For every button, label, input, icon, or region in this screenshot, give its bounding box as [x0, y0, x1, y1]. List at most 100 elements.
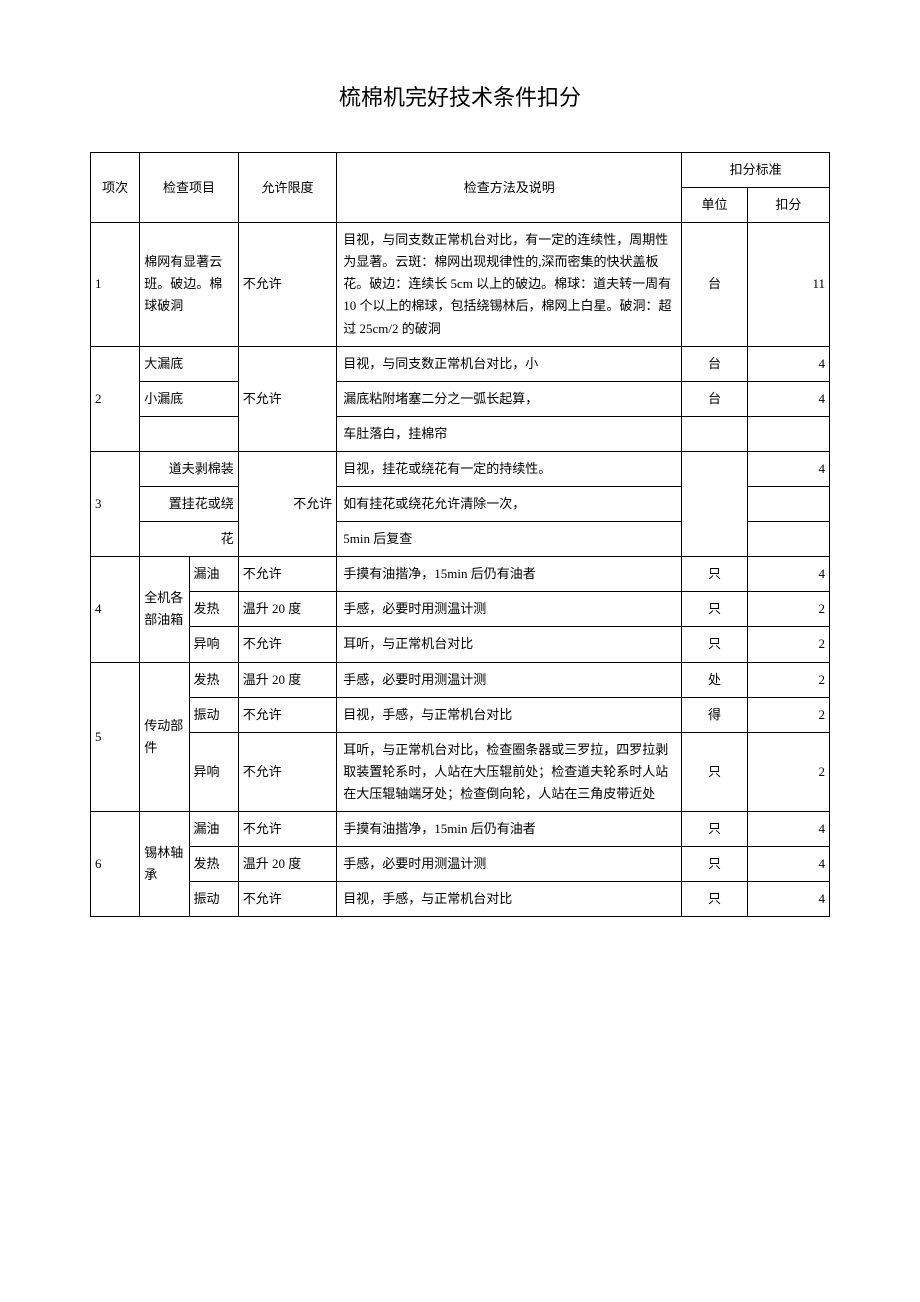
cell-limit: 温升 20 度 [238, 847, 337, 882]
cell-limit: 不允许 [238, 346, 337, 451]
cell-desc: 手摸有油揩净，15min 后仍有油者 [337, 557, 682, 592]
page-title: 梳棉机完好技术条件扣分 [90, 80, 830, 112]
cell-sub: 发热 [189, 847, 238, 882]
cell-score: 2 [747, 592, 829, 627]
cell-item [140, 416, 239, 451]
cell-unit: 台 [682, 381, 748, 416]
cell-score: 4 [747, 381, 829, 416]
cell-item: 道夫剥棉装 [140, 451, 239, 486]
table-row: 振动 不允许 目视，手感，与正常机台对比 只 4 [91, 882, 830, 917]
header-score-group: 扣分标准 [682, 153, 830, 188]
cell-unit: 只 [682, 811, 748, 846]
cell-desc: 耳听，与正常机台对比，检查圈条器或三罗拉，四罗拉剥取装置轮系时，人站在大压辊前处… [337, 732, 682, 811]
cell-unit: 只 [682, 732, 748, 811]
cell-score [747, 487, 829, 522]
cell-sub: 发热 [189, 592, 238, 627]
cell-idx: 6 [91, 811, 140, 916]
cell-unit: 只 [682, 592, 748, 627]
cell-sub: 异响 [189, 732, 238, 811]
cell-sub: 振动 [189, 697, 238, 732]
table-row: 发热 温升 20 度 手感，必要时用测温计测 只 4 [91, 847, 830, 882]
table-row: 2 大漏底 不允许 目视，与同支数正常机台对比，小 台 4 [91, 346, 830, 381]
table-row: 5 传动部件 发热 温升 20 度 手感，必要时用测温计测 处 2 [91, 662, 830, 697]
table-row: 振动 不允许 目视，手感，与正常机台对比 得 2 [91, 697, 830, 732]
table-row: 4 全机各部油箱 漏油 不允许 手摸有油揩净，15min 后仍有油者 只 4 [91, 557, 830, 592]
cell-item: 小漏底 [140, 381, 239, 416]
cell-desc: 车肚落白，挂棉帘 [337, 416, 682, 451]
cell-group: 传动部件 [140, 662, 189, 811]
cell-idx: 1 [91, 223, 140, 346]
cell-desc: 手感，必要时用测温计测 [337, 662, 682, 697]
cell-score: 4 [747, 882, 829, 917]
cell-unit [682, 416, 748, 451]
cell-item: 大漏底 [140, 346, 239, 381]
cell-desc: 手感，必要时用测温计测 [337, 592, 682, 627]
cell-sub: 振动 [189, 882, 238, 917]
cell-score: 2 [747, 732, 829, 811]
cell-unit: 只 [682, 557, 748, 592]
cell-unit: 得 [682, 697, 748, 732]
cell-limit: 温升 20 度 [238, 592, 337, 627]
cell-idx: 3 [91, 451, 140, 556]
cell-limit: 不允许 [238, 697, 337, 732]
table-row: 发热 温升 20 度 手感，必要时用测温计测 只 2 [91, 592, 830, 627]
cell-desc: 5min 后复查 [337, 522, 682, 557]
cell-sub: 漏油 [189, 557, 238, 592]
table-row: 车肚落白，挂棉帘 [91, 416, 830, 451]
cell-score [747, 416, 829, 451]
cell-desc: 漏底粘附堵塞二分之一弧长起算， [337, 381, 682, 416]
cell-sub: 漏油 [189, 811, 238, 846]
cell-group: 全机各部油箱 [140, 557, 189, 662]
cell-score: 2 [747, 697, 829, 732]
cell-limit: 不允许 [238, 557, 337, 592]
cell-sub: 发热 [189, 662, 238, 697]
cell-score: 4 [747, 346, 829, 381]
cell-limit: 不允许 [238, 882, 337, 917]
table-header-row: 项次 检查项目 允许限度 检查方法及说明 扣分标准 [91, 153, 830, 188]
cell-score: 2 [747, 627, 829, 662]
cell-desc: 目视，手感，与正常机台对比 [337, 882, 682, 917]
cell-score: 2 [747, 662, 829, 697]
cell-score: 4 [747, 451, 829, 486]
table-row: 异响 不允许 耳听，与正常机台对比，检查圈条器或三罗拉，四罗拉剥取装置轮系时，人… [91, 732, 830, 811]
cell-desc: 如有挂花或绕花允许清除一次， [337, 487, 682, 522]
header-idx: 项次 [91, 153, 140, 223]
header-score: 扣分 [747, 188, 829, 223]
cell-limit: 温升 20 度 [238, 662, 337, 697]
cell-limit: 不允许 [238, 811, 337, 846]
table-row: 小漏底 漏底粘附堵塞二分之一弧长起算， 台 4 [91, 381, 830, 416]
cell-sub: 异响 [189, 627, 238, 662]
cell-item: 置挂花或绕 [140, 487, 239, 522]
cell-limit: 不允许 [238, 732, 337, 811]
header-desc: 检查方法及说明 [337, 153, 682, 223]
cell-score: 11 [747, 223, 829, 346]
cell-idx: 5 [91, 662, 140, 811]
cell-limit: 不允许 [238, 223, 337, 346]
cell-desc: 目视，与同支数正常机台对比，小 [337, 346, 682, 381]
cell-score: 4 [747, 557, 829, 592]
cell-desc: 目视，挂花或绕花有一定的持续性。 [337, 451, 682, 486]
cell-score: 4 [747, 811, 829, 846]
cell-desc: 手摸有油揩净，15min 后仍有油者 [337, 811, 682, 846]
cell-item: 花 [140, 522, 239, 557]
header-unit: 单位 [682, 188, 748, 223]
cell-idx: 4 [91, 557, 140, 662]
cell-unit: 只 [682, 882, 748, 917]
cell-desc: 目视，与同支数正常机台对比，有一定的连续性，周期性为显著。云斑：棉网出现规律性的… [337, 223, 682, 346]
cell-idx: 2 [91, 346, 140, 451]
table-row: 6 锡林轴承 漏油 不允许 手摸有油揩净，15min 后仍有油者 只 4 [91, 811, 830, 846]
cell-unit: 台 [682, 346, 748, 381]
table-row: 3 道夫剥棉装 不允许 目视，挂花或绕花有一定的持续性。 4 [91, 451, 830, 486]
table-row: 1 棉网有显著云班。破边。棉球破洞 不允许 目视，与同支数正常机台对比，有一定的… [91, 223, 830, 346]
cell-score [747, 522, 829, 557]
cell-desc: 手感，必要时用测温计测 [337, 847, 682, 882]
cell-unit: 台 [682, 223, 748, 346]
cell-limit: 不允许 [238, 451, 337, 556]
cell-unit: 只 [682, 847, 748, 882]
cell-desc: 目视，手感，与正常机台对比 [337, 697, 682, 732]
cell-unit: 处 [682, 662, 748, 697]
cell-group: 锡林轴承 [140, 811, 189, 916]
cell-item: 棉网有显著云班。破边。棉球破洞 [140, 223, 239, 346]
cell-unit: 只 [682, 627, 748, 662]
header-limit: 允许限度 [238, 153, 337, 223]
